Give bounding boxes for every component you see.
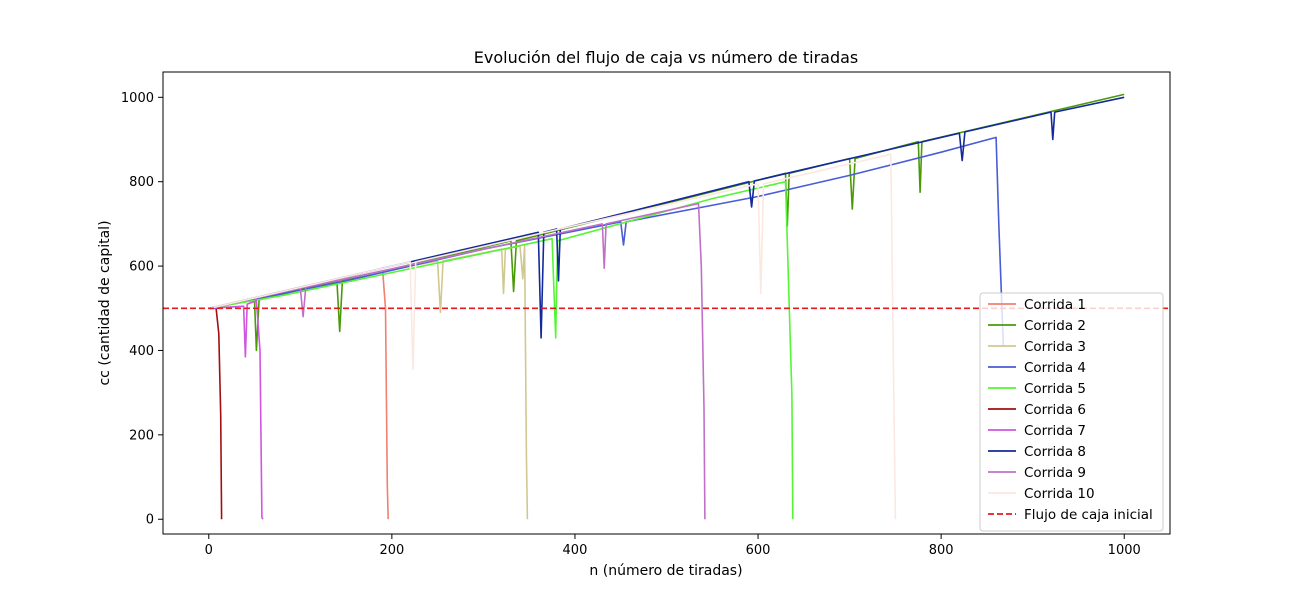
y-tick-label: 400 <box>129 344 154 359</box>
x-axis: 0 200 400 600 800 1000 <box>205 534 1141 558</box>
legend-label: Corrida 9 <box>1024 465 1086 481</box>
legend-label: Corrida 8 <box>1024 444 1086 460</box>
legend-label: Corrida 10 <box>1024 486 1095 502</box>
series-line-corrida-5 <box>209 180 794 520</box>
x-tick-label: 800 <box>929 543 954 558</box>
legend-label: Corrida 3 <box>1024 339 1086 355</box>
legend-label: Corrida 5 <box>1024 381 1086 397</box>
y-tick-label: 0 <box>146 513 154 528</box>
series-line-corrida-6 <box>209 307 223 520</box>
y-tick-label: 600 <box>129 260 154 275</box>
plot-area <box>163 93 1170 520</box>
series-line-corrida-9 <box>209 202 706 520</box>
series-line-corrida-8 <box>209 96 1125 339</box>
legend-label: Corrida 2 <box>1024 318 1086 334</box>
series-line-corrida-4 <box>209 136 1005 347</box>
y-tick-label: 800 <box>129 175 154 190</box>
y-tick-label: 200 <box>129 428 154 443</box>
series-line-corrida-10 <box>209 153 897 520</box>
legend-label: Corrida 7 <box>1024 423 1086 439</box>
x-tick-label: 600 <box>746 543 771 558</box>
x-tick-label: 400 <box>563 543 588 558</box>
x-tick-label: 200 <box>379 543 404 558</box>
chart-title: Evolución del flujo de caja vs número de… <box>474 48 859 67</box>
legend-label: Corrida 1 <box>1024 297 1086 313</box>
series-line-corrida-3 <box>209 245 529 520</box>
plot-frame <box>162 71 1171 535</box>
legend-label: Flujo de caja inicial <box>1024 507 1153 523</box>
y-axis-label: cc (cantidad de capital) <box>97 220 113 385</box>
y-tick-label: 1000 <box>121 91 154 106</box>
series-line-corrida-7 <box>209 299 264 520</box>
legend: Corrida 1 Corrida 2 Corrida 3 Corrida 4 Corr… <box>979 292 1164 532</box>
legend-box <box>979 292 1164 532</box>
legend-label: Corrida 4 <box>1024 360 1086 376</box>
y-axis: 0 200 400 600 800 1000 <box>121 91 163 528</box>
x-tick-label: 0 <box>205 543 213 558</box>
x-tick-label: 1000 <box>1108 543 1141 558</box>
legend-label: Corrida 6 <box>1024 402 1086 418</box>
x-axis-label: n (número de tiradas) <box>589 563 742 579</box>
